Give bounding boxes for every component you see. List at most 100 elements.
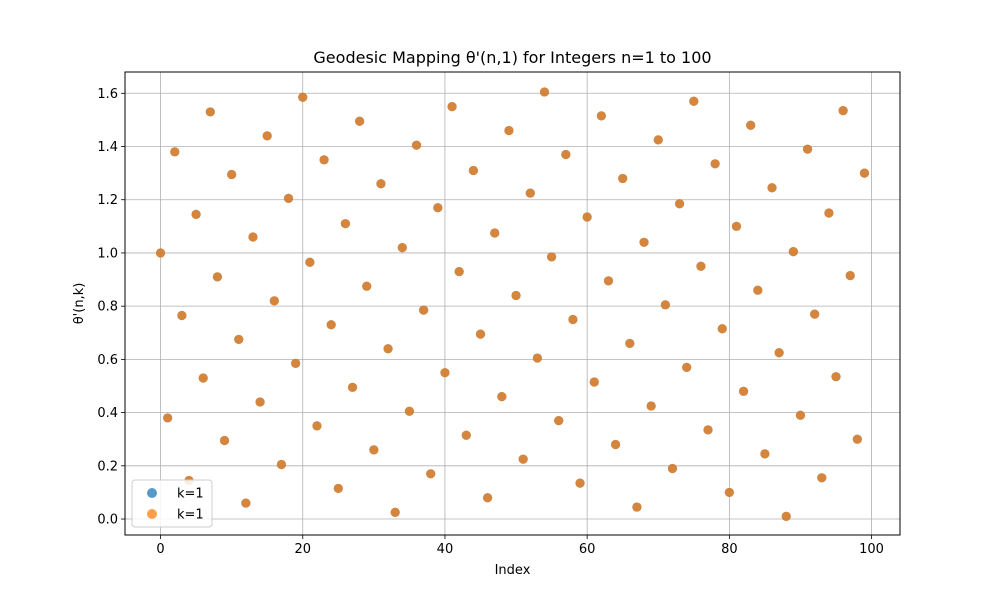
y-axis-label: θ'(n,k) xyxy=(72,283,87,325)
scatter-point xyxy=(554,415,564,426)
scatter-point xyxy=(347,382,358,392)
scatter-point xyxy=(724,487,734,498)
scatter-point xyxy=(461,430,471,440)
scatter-point xyxy=(155,248,166,258)
y-tick-label: 1.4 xyxy=(97,140,118,155)
legend-marker-series-1 xyxy=(147,509,157,519)
scatter-point xyxy=(454,266,464,277)
scatter-point xyxy=(738,386,749,396)
scatter-point xyxy=(518,454,528,464)
scatter-point xyxy=(753,285,763,295)
scatter-point xyxy=(547,252,557,262)
y-tick-label: 0.4 xyxy=(97,406,118,421)
scatter-point xyxy=(333,483,343,494)
scatter-point xyxy=(419,305,429,315)
legend-label-series-1: k=1 xyxy=(177,508,204,523)
scatter-point xyxy=(603,276,614,286)
scatter-point xyxy=(163,413,173,423)
scatter-point xyxy=(682,362,692,372)
scatter-point xyxy=(511,290,521,301)
x-axis-label: Index xyxy=(495,563,531,578)
y-tick-label: 1.0 xyxy=(97,246,118,261)
scatter-point xyxy=(845,270,855,281)
scatter-point xyxy=(674,199,685,209)
scatter-point xyxy=(810,309,820,319)
scatter-point xyxy=(298,92,308,102)
scatter-point xyxy=(227,169,237,180)
scatter-point xyxy=(283,193,294,203)
scatter-point xyxy=(859,168,870,178)
scatter-point xyxy=(589,377,599,387)
x-tick-label: 60 xyxy=(579,542,596,557)
scatter-point xyxy=(788,247,798,257)
scatter-point xyxy=(539,87,550,97)
scatter-point xyxy=(340,219,351,229)
scatter-point xyxy=(276,459,287,470)
scatter-point xyxy=(312,421,322,431)
scatter-point xyxy=(241,498,251,508)
scatter-point xyxy=(390,507,400,517)
scatter-point xyxy=(433,203,443,213)
scatter-point xyxy=(703,425,713,435)
scatter-point xyxy=(219,435,230,446)
scatter-point xyxy=(817,473,827,483)
scatter-point xyxy=(369,445,379,455)
scatter-point xyxy=(362,281,372,291)
scatter-point xyxy=(411,140,422,150)
scatter-point xyxy=(248,232,258,242)
scatter-point xyxy=(767,183,777,193)
scatter-point xyxy=(795,410,806,420)
scatter-point xyxy=(781,511,791,521)
scatter-point xyxy=(177,310,187,321)
scatter-point xyxy=(234,334,244,345)
scatter-point xyxy=(717,324,727,334)
scatter-point xyxy=(291,358,301,368)
scatter-point xyxy=(625,338,635,349)
x-tick-label: 40 xyxy=(437,542,454,557)
scatter-point xyxy=(397,243,407,253)
scatter-point xyxy=(383,344,393,354)
x-tick-label: 80 xyxy=(721,542,738,557)
scatter-point xyxy=(262,131,272,141)
scatter-point xyxy=(483,493,493,503)
legend-marker-series-0 xyxy=(147,488,157,498)
scatter-point xyxy=(198,373,208,383)
scatter-point xyxy=(838,105,848,116)
chart-title: Geodesic Mapping θ'(n,1) for Integers n=… xyxy=(313,48,711,67)
scatter-point xyxy=(667,463,678,474)
scatter-point xyxy=(191,209,201,219)
scatter-point xyxy=(802,144,813,154)
scatter-point xyxy=(653,135,663,145)
scatter-point xyxy=(632,502,642,512)
x-tick-label: 0 xyxy=(156,542,164,557)
x-tick-label: 20 xyxy=(294,542,311,557)
scatter-point xyxy=(852,434,862,444)
scatter-point xyxy=(646,401,656,411)
scatter-point xyxy=(596,111,606,121)
scatter-point xyxy=(475,329,486,339)
series-1-points xyxy=(155,87,870,521)
scatter-point xyxy=(525,188,535,198)
scatter-point xyxy=(831,372,841,382)
scatter-point xyxy=(610,439,621,450)
scatter-point xyxy=(710,159,720,169)
y-tick-label: 0.0 xyxy=(97,513,118,528)
scatter-point xyxy=(326,320,336,330)
scatter-point xyxy=(774,348,784,358)
scatter-point xyxy=(689,96,699,106)
scatter-point xyxy=(660,300,670,310)
scatter-point xyxy=(575,478,585,488)
plot-frame xyxy=(124,71,901,536)
scatter-point xyxy=(582,212,592,222)
scatter-point xyxy=(696,261,706,271)
scatter-point xyxy=(305,257,315,267)
scatter-point xyxy=(319,155,329,165)
legend: k=1 k=1 xyxy=(131,479,213,528)
scatter-point xyxy=(504,125,514,136)
scatter-point xyxy=(440,368,450,378)
scatter-point xyxy=(639,237,649,247)
scatter-point xyxy=(376,179,386,189)
scatter-point xyxy=(532,353,542,363)
